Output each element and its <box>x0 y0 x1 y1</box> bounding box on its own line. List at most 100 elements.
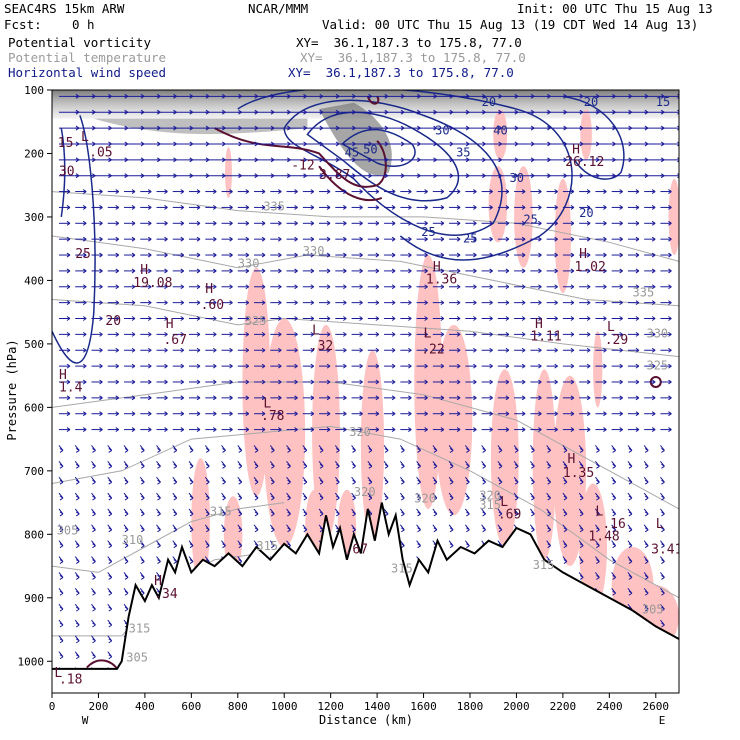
wind-vector-head <box>538 268 542 274</box>
wind-vector-head <box>473 220 477 226</box>
wind-vector-head <box>196 284 201 290</box>
x-tick-label: 2600 <box>643 700 670 713</box>
wind-vector-head <box>326 300 331 306</box>
wind-vector-head <box>391 331 396 337</box>
pv-label: L <box>424 327 432 342</box>
wind-vector-head <box>147 252 152 258</box>
wind-vector-head <box>294 268 298 274</box>
wind-vector-head <box>521 252 526 258</box>
wind-vector-head <box>310 268 315 274</box>
wind-vector-head <box>59 654 64 660</box>
wind-vector-head <box>82 379 87 385</box>
wind-vector-head <box>375 284 380 290</box>
wind-vector-head <box>99 189 103 194</box>
wind-vector-head <box>586 331 591 337</box>
wind-vector-head <box>433 511 438 517</box>
wind-vector-head <box>651 220 656 226</box>
wind-vector-head <box>326 220 331 226</box>
wind-vector-head <box>651 363 656 369</box>
wind-vector-head <box>287 495 291 501</box>
wind-vector-head <box>668 268 672 274</box>
y-tick-label: 1000 <box>18 655 45 668</box>
wind-vector-head <box>424 252 428 258</box>
wind-vector-head <box>391 347 396 353</box>
wind-vector-head <box>326 395 331 401</box>
wind-vector-head <box>147 189 152 194</box>
wind-vector-head <box>352 463 356 469</box>
wind-vector-head <box>82 220 87 226</box>
x-tick-label: 1000 <box>271 700 298 713</box>
wind-vector-head <box>489 331 493 337</box>
wind-label: 20 <box>584 95 598 109</box>
pv-label: 25 <box>75 247 91 262</box>
wind-vector-head <box>489 395 493 401</box>
wind-vector-head <box>59 559 64 564</box>
wind-vector-head <box>603 427 607 433</box>
wind-vector-head <box>586 379 591 385</box>
wind-vector-head <box>245 427 250 433</box>
wind-vector-head <box>164 427 168 433</box>
wind-vector-head <box>644 495 649 501</box>
wind-vector-head <box>303 495 308 501</box>
wind-vector-head <box>596 511 600 517</box>
wind-vector-head <box>180 236 185 242</box>
wind-vector-head <box>271 527 275 533</box>
wind-vector-head <box>147 379 152 385</box>
wind-vector-head <box>359 252 363 258</box>
wind-vector-head <box>82 284 87 290</box>
pv-label: .67 <box>345 542 368 557</box>
wind-vector-head <box>644 606 649 612</box>
wind-vector-head <box>82 316 87 321</box>
wind-vector-head <box>336 463 340 469</box>
wind-vector-head <box>417 511 421 517</box>
wind-vector-head <box>456 379 461 385</box>
wind-vector-head <box>59 448 64 453</box>
wind-vector-head <box>603 379 607 385</box>
wind-vector-head <box>343 395 347 401</box>
wind-vector-head <box>147 331 152 337</box>
y-tick-label: 900 <box>24 592 44 605</box>
wind-vector-head <box>603 316 607 321</box>
wind-vector-head <box>531 463 535 469</box>
wind-vector-head <box>115 331 120 337</box>
wind-vector-head <box>482 463 486 469</box>
x-tick-label: 1800 <box>457 700 484 713</box>
wind-vector-head <box>521 363 526 369</box>
wind-vector-head <box>131 220 136 226</box>
wind-vector-head <box>554 220 558 226</box>
wind-vector-head <box>108 638 113 644</box>
wind-vector-head <box>586 427 591 433</box>
wind-vector-head <box>521 347 526 353</box>
wind-vector-head <box>343 411 347 417</box>
wind-vector-head <box>440 252 445 258</box>
wind-vector-head <box>108 479 113 485</box>
wind-vector-head <box>586 236 591 242</box>
wind-vector-head <box>489 236 493 242</box>
wind-vector-head <box>229 268 233 274</box>
wind-vector-head <box>164 316 168 321</box>
wind-vector-head <box>115 363 120 369</box>
wind-vector-head <box>124 479 129 485</box>
wind-vector-head <box>596 495 600 501</box>
wind-vector-head <box>157 559 161 564</box>
wind-vector-head <box>391 411 396 417</box>
wind-vector-head <box>417 543 421 549</box>
wind-vector-head <box>505 316 510 321</box>
wind-vector-head <box>303 511 308 517</box>
wind-vector-head <box>140 495 145 501</box>
wind-vector-head <box>489 347 493 353</box>
pv-label: 1.36 <box>426 273 457 288</box>
wind-vector-head <box>505 284 510 290</box>
pv-label: .22 <box>421 342 444 357</box>
wind-vector-head <box>547 527 551 533</box>
wind-vector-head <box>579 574 584 580</box>
theta-label: 320 <box>349 425 371 439</box>
wind-vector-head <box>229 411 233 417</box>
wind-vector-head <box>489 252 493 258</box>
wind-vector-head <box>303 448 308 453</box>
wind-vector-head <box>521 379 526 385</box>
wind-vector-head <box>196 189 201 194</box>
field-name-theta: Potential temperature <box>8 50 167 65</box>
wind-vector-head <box>180 220 185 226</box>
